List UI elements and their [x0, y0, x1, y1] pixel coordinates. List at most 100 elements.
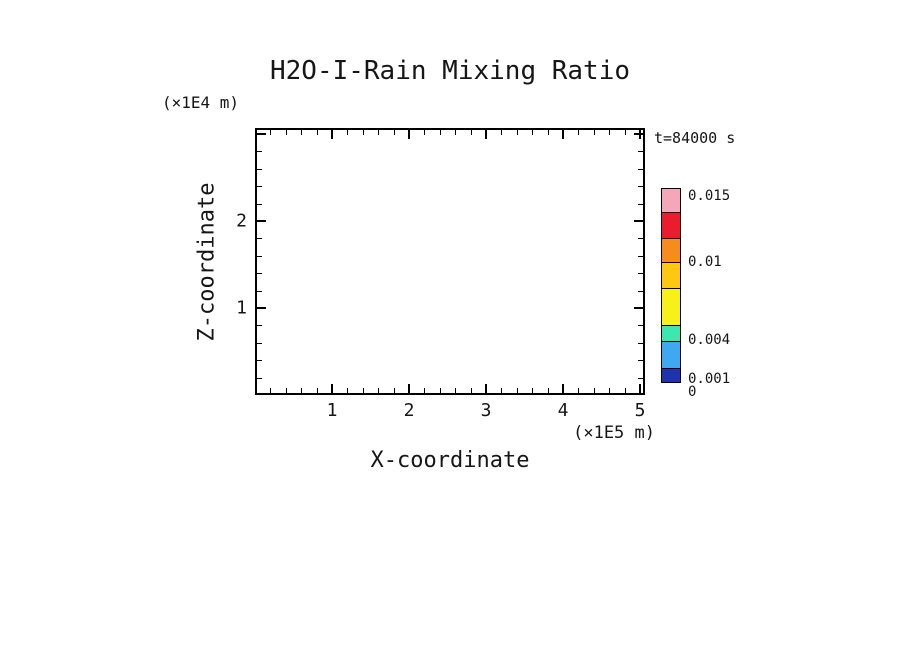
minor-x-tick	[286, 388, 287, 393]
major-y-tick	[634, 307, 643, 309]
minor-x-tick	[609, 130, 610, 135]
minor-x-tick	[455, 130, 456, 135]
minor-y-tick	[638, 291, 643, 292]
colorbar-segment-4	[661, 288, 681, 326]
colorbar	[661, 188, 681, 383]
plot-area	[255, 128, 645, 395]
minor-y-tick	[638, 186, 643, 187]
minor-x-tick	[548, 130, 549, 135]
major-x-tick	[408, 384, 410, 393]
minor-y-tick	[257, 238, 262, 239]
y-tick-label: 2	[236, 210, 247, 232]
minor-x-tick	[440, 388, 441, 393]
colorbar-value-label: 0.001	[688, 371, 731, 387]
minor-x-tick	[378, 130, 379, 135]
minor-x-tick	[301, 388, 302, 393]
minor-y-tick	[257, 378, 262, 379]
minor-y-tick	[257, 291, 262, 292]
minor-x-tick	[501, 388, 502, 393]
minor-x-tick	[625, 130, 626, 135]
minor-y-tick	[257, 151, 262, 152]
minor-x-tick	[394, 130, 395, 135]
minor-y-tick	[638, 343, 643, 344]
minor-y-tick	[257, 360, 262, 361]
colorbar-segment-3	[661, 262, 681, 289]
chart-title: H2O-I-Rain Mixing Ratio	[269, 56, 631, 86]
minor-x-tick	[501, 130, 502, 135]
colorbar-segment-0	[661, 188, 681, 213]
minor-y-tick	[638, 325, 643, 326]
x-tick-label: 1	[326, 400, 338, 421]
x-tick-label: 4	[557, 400, 569, 421]
y-axis-units-label: (×1E4 m)	[162, 93, 240, 112]
minor-x-tick	[347, 130, 348, 135]
colorbar-segment-5	[661, 325, 681, 342]
minor-x-tick	[317, 130, 318, 135]
colorbar-segment-1	[661, 212, 681, 239]
minor-x-tick	[578, 388, 579, 393]
minor-x-tick	[347, 388, 348, 393]
minor-y-tick	[257, 325, 262, 326]
minor-y-tick	[638, 151, 643, 152]
colorbar-labels: 0.015 0.01 0.004 0.001 0	[688, 188, 758, 403]
timestamp-label: t=84000 s	[654, 129, 736, 147]
minor-x-tick	[548, 388, 549, 393]
major-y-tick	[257, 133, 266, 135]
minor-x-tick	[378, 388, 379, 393]
minor-x-tick	[394, 388, 395, 393]
minor-x-tick	[317, 388, 318, 393]
major-y-tick	[634, 133, 643, 135]
minor-y-tick	[638, 256, 643, 257]
x-axis-title: X-coordinate	[370, 448, 530, 473]
colorbar-value-label: 0.01	[688, 254, 722, 270]
minor-y-tick	[257, 256, 262, 257]
colorbar-segment-2	[661, 238, 681, 263]
minor-y-tick	[257, 169, 262, 170]
minor-x-tick	[440, 130, 441, 135]
major-x-tick	[331, 384, 333, 393]
minor-x-tick	[517, 388, 518, 393]
major-x-tick	[562, 384, 564, 393]
major-x-tick	[485, 130, 487, 139]
minor-x-tick	[471, 388, 472, 393]
x-axis-units-label: (×1E5 m)	[573, 423, 655, 443]
minor-y-tick	[638, 169, 643, 170]
minor-x-tick	[625, 388, 626, 393]
x-axis-tick-labels: 1 2 3 4 5	[255, 400, 646, 421]
minor-x-tick	[609, 388, 610, 393]
minor-x-tick	[363, 130, 364, 135]
minor-x-tick	[594, 388, 595, 393]
major-x-tick	[408, 130, 410, 139]
major-y-tick	[634, 220, 643, 222]
minor-x-tick	[532, 130, 533, 135]
minor-x-tick	[517, 130, 518, 135]
colorbar-value-label: 0.015	[688, 188, 731, 204]
minor-x-tick	[270, 130, 271, 135]
x-tick-label: 3	[480, 400, 492, 421]
major-x-tick	[562, 130, 564, 139]
colorbar-value-label: 0	[688, 384, 697, 400]
minor-y-tick	[638, 273, 643, 274]
minor-x-tick	[301, 130, 302, 135]
major-x-tick	[485, 384, 487, 393]
minor-y-tick	[257, 273, 262, 274]
colorbar-segment-6	[661, 341, 681, 369]
minor-x-tick	[578, 130, 579, 135]
x-tick-label: 2	[403, 400, 415, 421]
minor-y-tick	[257, 343, 262, 344]
major-x-tick	[331, 130, 333, 139]
x-tick-label: 5	[634, 400, 646, 421]
y-tick-label: 1	[236, 297, 247, 319]
minor-x-tick	[594, 130, 595, 135]
minor-x-tick	[286, 130, 287, 135]
colorbar-segment-7	[661, 368, 681, 383]
major-x-tick	[639, 384, 641, 393]
y-axis-title: Z-coordinate	[194, 182, 220, 342]
minor-y-tick	[638, 360, 643, 361]
minor-x-tick	[424, 388, 425, 393]
minor-y-tick	[638, 378, 643, 379]
minor-y-tick	[638, 238, 643, 239]
minor-x-tick	[471, 130, 472, 135]
